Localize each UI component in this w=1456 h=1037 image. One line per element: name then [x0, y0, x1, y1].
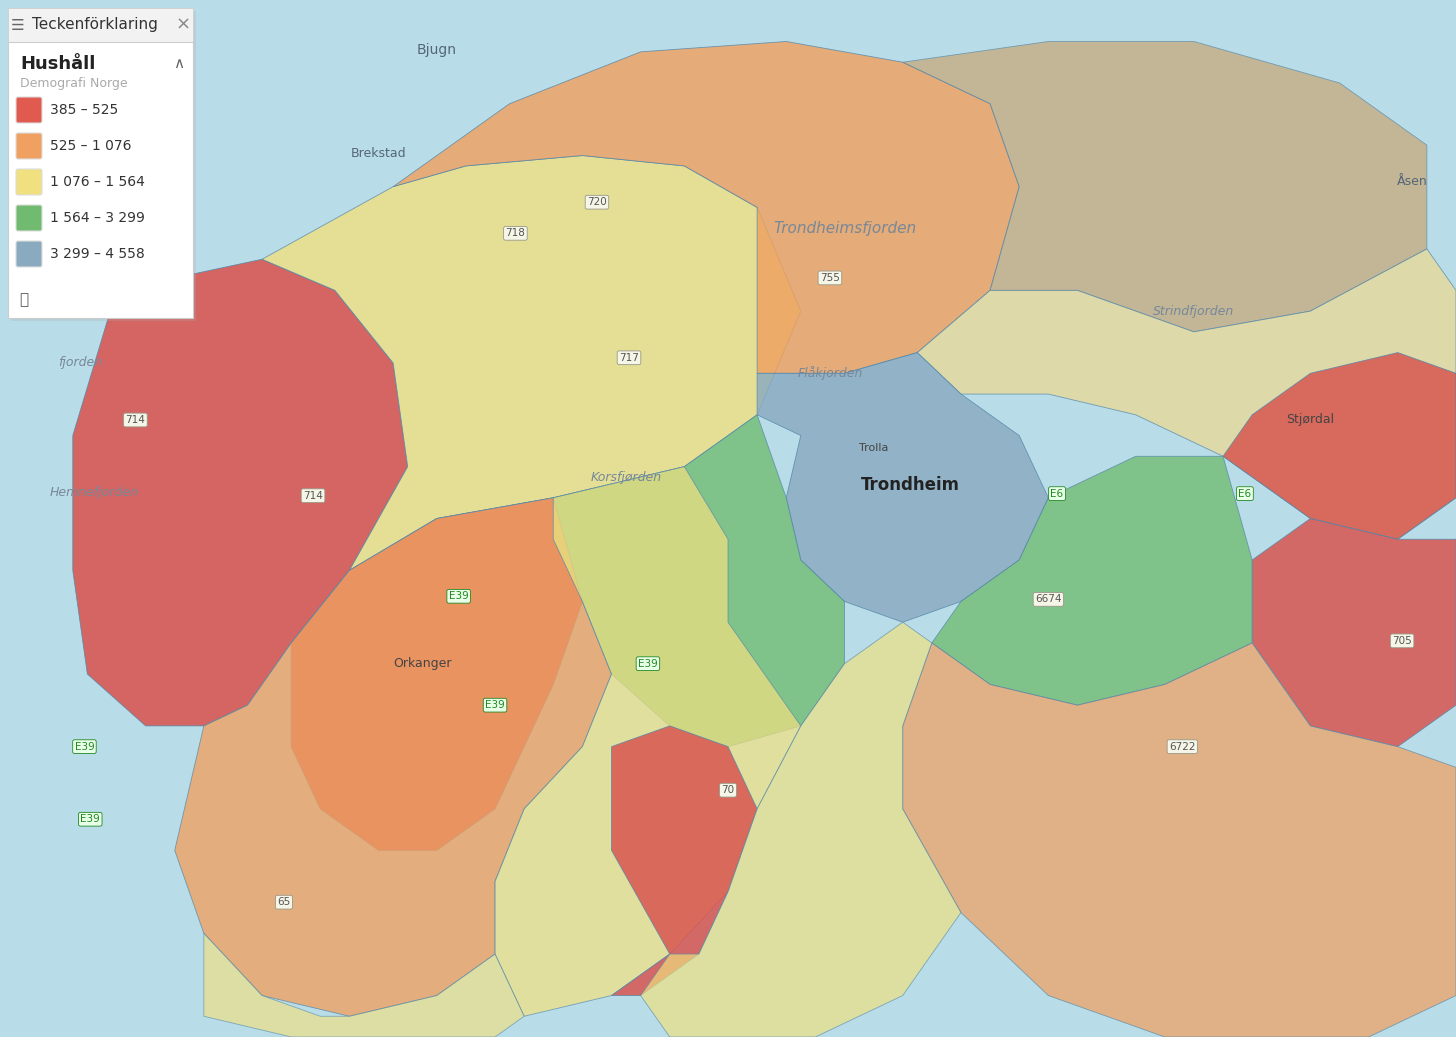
FancyBboxPatch shape [16, 169, 42, 195]
Polygon shape [73, 259, 408, 726]
Text: E6: E6 [1050, 488, 1064, 499]
Text: 6722: 6722 [1169, 741, 1195, 752]
Polygon shape [393, 41, 1019, 373]
Polygon shape [917, 249, 1456, 539]
Text: Stjørdal: Stjørdal [1286, 414, 1335, 426]
Text: 755: 755 [820, 273, 840, 283]
FancyBboxPatch shape [16, 205, 42, 231]
Polygon shape [903, 643, 1456, 1037]
Text: 720: 720 [587, 197, 607, 207]
Text: 705: 705 [1392, 636, 1412, 646]
Text: 70: 70 [721, 785, 735, 795]
Text: fjorden: fjorden [58, 357, 102, 369]
Text: 🗺: 🗺 [19, 292, 29, 308]
Polygon shape [175, 498, 612, 1016]
Text: Hemnefjorden: Hemnefjorden [50, 486, 140, 499]
Text: Korsfjørden: Korsfjørden [591, 471, 661, 483]
Text: Trolla: Trolla [859, 443, 888, 453]
Polygon shape [903, 41, 1427, 332]
Polygon shape [7, 8, 194, 318]
Polygon shape [262, 156, 801, 570]
Text: 6674: 6674 [1035, 594, 1061, 605]
Text: Trondheim: Trondheim [860, 476, 960, 495]
Text: Åsen: Åsen [1396, 175, 1428, 188]
Text: Hushåll: Hushåll [20, 55, 96, 73]
Text: 717: 717 [619, 353, 639, 363]
Text: E39: E39 [80, 814, 100, 824]
Text: 525 – 1 076: 525 – 1 076 [50, 139, 131, 153]
Text: Demografi Norge: Demografi Norge [20, 78, 128, 90]
Text: 3 299 – 4 558: 3 299 – 4 558 [50, 247, 144, 261]
Polygon shape [553, 415, 844, 747]
Text: Strindfjorden: Strindfjorden [1153, 305, 1235, 317]
Polygon shape [291, 498, 582, 850]
FancyBboxPatch shape [16, 97, 42, 123]
Text: E39: E39 [485, 700, 505, 710]
Polygon shape [1223, 353, 1456, 539]
Text: 65: 65 [277, 897, 291, 907]
Text: Brekstad: Brekstad [351, 147, 406, 160]
Text: Bjugn: Bjugn [416, 43, 457, 57]
Polygon shape [612, 726, 757, 996]
Text: E6: E6 [1238, 488, 1252, 499]
Text: E39: E39 [74, 741, 95, 752]
Text: E39: E39 [448, 591, 469, 601]
Text: 714: 714 [125, 415, 146, 425]
Text: Teckenförklaring: Teckenförklaring [32, 18, 157, 32]
Text: Flåkjorden: Flåkjorden [798, 366, 862, 381]
Polygon shape [7, 8, 194, 43]
Polygon shape [641, 622, 961, 1037]
Text: 1 076 – 1 564: 1 076 – 1 564 [50, 175, 146, 189]
Polygon shape [932, 456, 1252, 705]
Text: Trondheimsfjorden: Trondheimsfjorden [773, 221, 916, 235]
Polygon shape [495, 467, 801, 1016]
Polygon shape [1252, 518, 1456, 747]
Text: ∧: ∧ [173, 56, 185, 72]
Text: ×: × [175, 16, 191, 34]
FancyBboxPatch shape [16, 133, 42, 159]
Text: 714: 714 [303, 491, 323, 501]
Text: 385 – 525: 385 – 525 [50, 103, 118, 117]
Polygon shape [204, 933, 524, 1037]
Polygon shape [12, 11, 197, 321]
Text: E39: E39 [638, 658, 658, 669]
Text: 1 564 – 3 299: 1 564 – 3 299 [50, 211, 146, 225]
FancyBboxPatch shape [16, 241, 42, 267]
Text: ☰: ☰ [12, 18, 25, 32]
Text: 718: 718 [505, 228, 526, 239]
Text: Orkanger: Orkanger [393, 657, 451, 670]
Polygon shape [757, 353, 1048, 622]
